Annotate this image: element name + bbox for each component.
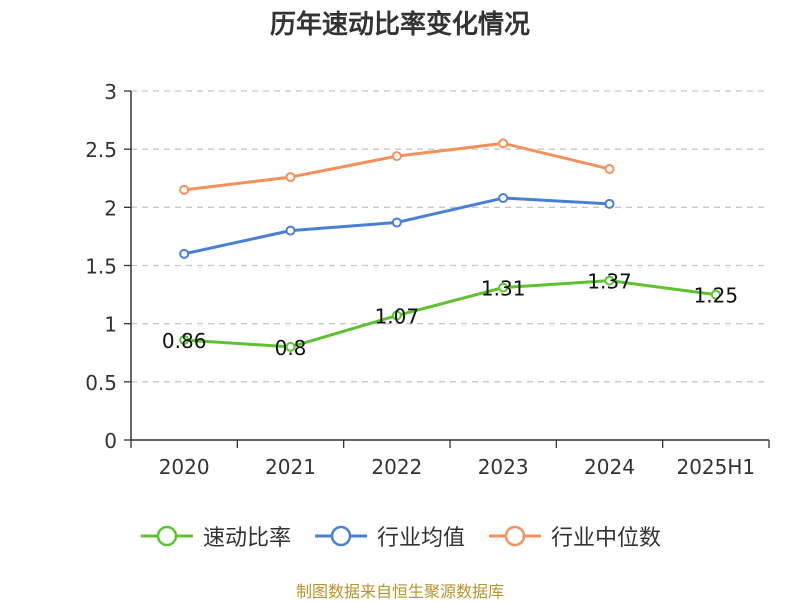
data-point: [179, 184, 190, 195]
series-line: [184, 279, 717, 349]
data-label: 0.86: [162, 329, 207, 353]
legend-item[interactable]: 速动比率: [139, 520, 291, 552]
legend-item[interactable]: 行业均值: [313, 520, 465, 552]
data-point: [285, 172, 296, 183]
y-tick-label: 0.5: [85, 371, 117, 395]
data-point: [604, 198, 615, 209]
data-point: [498, 138, 509, 149]
legend-line-icon: [489, 525, 541, 547]
legend-label: 速动比率: [202, 526, 291, 551]
legend-label: 行业均值: [376, 526, 465, 551]
data-label: 1.25: [694, 284, 739, 308]
data-point: [179, 248, 190, 259]
y-tick-label: 2: [104, 196, 117, 220]
y-tick-label: 0: [104, 429, 117, 453]
x-tick-label: 2025H1: [676, 455, 755, 479]
data-point: [285, 341, 296, 352]
data-point: [179, 334, 190, 345]
x-tick-label: 2022: [371, 455, 422, 479]
data-point: [391, 217, 402, 228]
data-label: 1.37: [587, 270, 632, 294]
axes: 0 0.5 1 1.5 2 2.5 3 2020 2021 2022 2023 2024 2025H1: [85, 80, 770, 479]
data-point: [498, 193, 509, 204]
chart-title: 历年速动比率变化情况: [269, 10, 530, 40]
y-tick-label: 3: [104, 80, 117, 104]
data-label: 1.31: [481, 277, 526, 301]
data-point: [498, 282, 509, 293]
x-tick-label: 2020: [159, 455, 210, 479]
legend-item[interactable]: 行业中位数: [487, 520, 661, 552]
source-note: 制图数据来自恒生聚源数据库: [295, 582, 504, 601]
legend-line-icon: [314, 525, 367, 547]
x-tick-label: 2021: [265, 455, 316, 479]
legend-label: 行业中位数: [551, 526, 662, 551]
data-point: [285, 225, 296, 236]
data-label: 0.8: [275, 336, 307, 360]
legend: 速动比率 行业均值 行业中位数: [0, 520, 800, 552]
data-point: [604, 163, 615, 174]
data-labels: 0.86 0.8 1.07 1.31 1.37 1.25: [162, 270, 738, 360]
data-point: [604, 275, 615, 286]
data-point: [391, 310, 402, 321]
legend-line-icon: [140, 525, 193, 547]
series-lines: [179, 138, 721, 352]
data-point: [391, 151, 402, 162]
gridlines: [131, 90, 769, 383]
series-line: [183, 141, 610, 192]
data-label: 1.07: [375, 305, 420, 329]
x-tick-label: 2024: [584, 455, 635, 479]
y-tick-label: 2.5: [85, 138, 117, 162]
x-tick-label: 2023: [478, 455, 529, 479]
y-tick-label: 1.5: [85, 255, 117, 279]
y-tick-label: 1: [104, 313, 117, 337]
data-point: [710, 289, 721, 300]
